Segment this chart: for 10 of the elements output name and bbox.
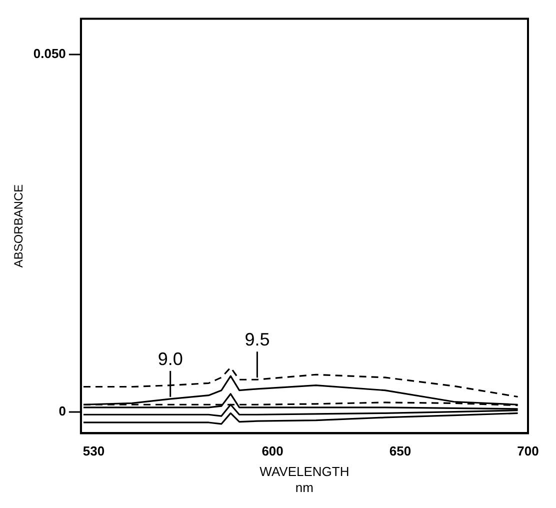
x-tick-label: 530 [82,444,105,459]
y-axis-title: ABSORBANCE [12,184,26,268]
series-label: 9.0 [158,348,183,369]
y-tick-label: 0.050 [33,46,66,62]
y-tick-label: 0 [58,403,66,418]
series-label: 9.5 [244,330,270,350]
x-tick-label: 650 [389,444,412,459]
x-tick-label: 600 [262,444,284,459]
x-axis-title: WAVELENGTH nm [260,464,350,495]
x-tick-label: 700 [517,444,539,459]
